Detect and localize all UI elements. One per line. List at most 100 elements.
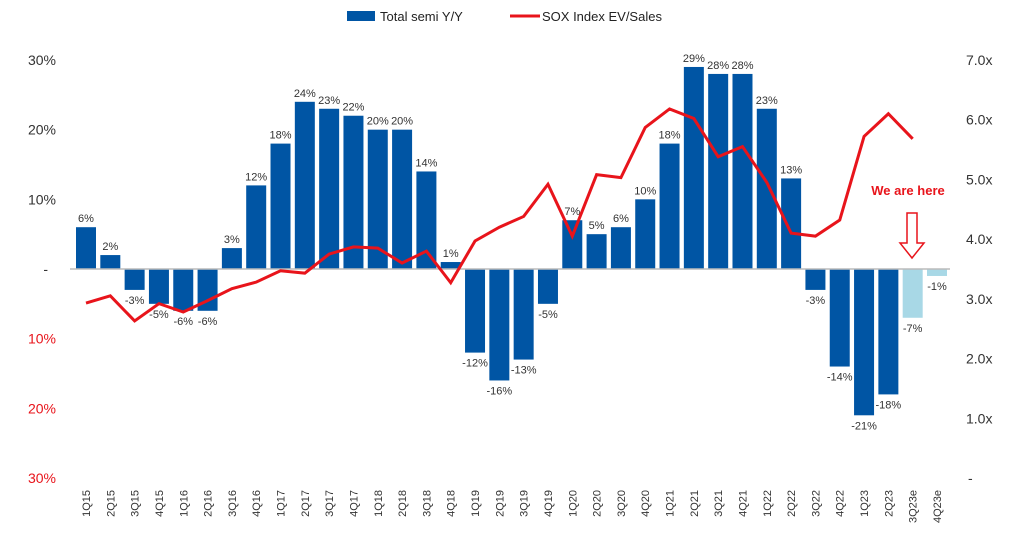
right-tick-label: 6.0x <box>966 112 992 128</box>
left-tick-label: 10% <box>28 331 56 347</box>
bar-2Q17 <box>294 101 315 269</box>
x-tick-label: 3Q17 <box>324 490 336 517</box>
data-label-1Q17: 18% <box>269 130 291 142</box>
bar-4Q18 <box>440 262 461 269</box>
x-tick-label: 4Q16 <box>251 490 263 517</box>
bar-1Q19 <box>465 269 486 353</box>
data-label-1Q18: 20% <box>367 116 389 128</box>
data-label-3Q18: 14% <box>415 157 437 169</box>
x-tick-label: 2Q18 <box>397 490 409 517</box>
x-tick-label: 3Q15 <box>130 490 142 517</box>
x-tick-label: 1Q23 <box>859 490 871 517</box>
x-tick-label: 1Q19 <box>470 490 482 517</box>
bar-4Q23e <box>927 269 947 276</box>
bar-4Q21 <box>732 73 753 269</box>
right-tick-label: 7.0x <box>966 52 992 68</box>
data-label-2Q23: -18% <box>876 399 902 411</box>
bar-3Q19 <box>513 269 534 360</box>
data-label-2Q18: 20% <box>391 116 413 128</box>
bar-4Q19 <box>537 269 558 304</box>
data-label-2Q20: 5% <box>589 220 605 232</box>
bar-3Q23e <box>902 269 923 318</box>
x-tick-label: 2Q17 <box>300 490 312 517</box>
left-tick-label: 10% <box>28 191 56 207</box>
bar-3Q20 <box>610 227 631 269</box>
data-label-4Q20: 10% <box>634 185 656 197</box>
bar-2Q15 <box>100 255 121 269</box>
right-tick-label: - <box>968 470 973 486</box>
x-tick-label: 4Q20 <box>640 490 652 517</box>
bar-2Q21 <box>683 66 704 269</box>
x-tick-label: 4Q17 <box>348 490 360 517</box>
bar-2Q20 <box>586 234 607 269</box>
line-series-sox-ev-sales <box>85 107 914 323</box>
left-tick-label: 30% <box>28 52 56 68</box>
x-tick-label: 2Q20 <box>592 490 604 517</box>
x-tick-label: 1Q17 <box>276 490 288 517</box>
data-label-1Q21: 18% <box>659 130 681 142</box>
bar-4Q22 <box>829 269 850 367</box>
data-label-1Q19: -12% <box>462 358 488 370</box>
bar-2Q23 <box>878 269 899 395</box>
data-label-4Q15: -5% <box>149 309 169 321</box>
data-label-2Q21: 29% <box>683 53 705 65</box>
legend: Total semi Y/Y SOX Index EV/Sales <box>347 9 662 24</box>
x-tick-label: 1Q22 <box>762 490 774 517</box>
data-label-4Q19: -5% <box>538 309 558 321</box>
right-tick-label: 5.0x <box>966 171 992 187</box>
bar-3Q15 <box>124 269 145 290</box>
x-tick-label: 2Q15 <box>105 490 117 517</box>
data-label-1Q16: -6% <box>173 316 193 328</box>
bar-1Q22 <box>756 108 777 270</box>
bar-2Q16 <box>197 269 218 311</box>
bar-1Q21 <box>659 143 680 269</box>
data-label-2Q15: 2% <box>102 241 118 253</box>
right-tick-label: 4.0x <box>966 231 992 247</box>
x-tick-label: 4Q15 <box>154 490 166 517</box>
bar-2Q18 <box>392 129 413 269</box>
x-tick-label: 3Q21 <box>713 490 725 517</box>
x-tick-label: 3Q20 <box>616 490 628 517</box>
right-tick-label: 2.0x <box>966 351 992 367</box>
bar-3Q22 <box>805 269 826 290</box>
data-label-3Q17: 23% <box>318 95 340 107</box>
x-tick-label: 3Q19 <box>519 490 531 517</box>
data-label-4Q16: 12% <box>245 171 267 183</box>
data-label-2Q19: -16% <box>486 385 512 397</box>
bar-1Q18 <box>367 129 388 269</box>
left-tick-label: - <box>43 261 48 277</box>
bar-1Q20 <box>562 220 583 269</box>
data-label-4Q21: 28% <box>731 60 753 72</box>
data-label-3Q22: -3% <box>806 295 826 307</box>
x-tick-label: 2Q21 <box>689 490 701 517</box>
x-tick-label: 2Q23 <box>883 490 895 517</box>
bar-3Q16 <box>221 248 242 269</box>
data-label-3Q21: 28% <box>707 60 729 72</box>
left-tick-label: 20% <box>28 400 56 416</box>
x-tick-label: 1Q20 <box>567 490 579 517</box>
legend-label-line: SOX Index EV/Sales <box>542 9 662 24</box>
bar-1Q17 <box>270 143 291 269</box>
bar-2Q22 <box>781 178 802 269</box>
bar-4Q20 <box>635 199 656 269</box>
data-label-2Q17: 24% <box>294 88 316 100</box>
data-label-4Q17: 22% <box>342 102 364 114</box>
bar-4Q16 <box>246 185 267 269</box>
data-label-2Q16: -6% <box>198 316 218 328</box>
bar-2Q19 <box>489 269 510 381</box>
x-tick-label: 3Q23e <box>908 490 920 523</box>
data-label-1Q15: 6% <box>78 213 94 225</box>
x-tick-label: 3Q22 <box>810 490 822 517</box>
x-tick-label: 1Q16 <box>178 490 190 517</box>
bar-3Q18 <box>416 171 437 269</box>
x-tick-label: 1Q15 <box>81 490 93 517</box>
legend-label-bar: Total semi Y/Y <box>380 9 463 24</box>
data-label-4Q23e: -1% <box>927 281 947 293</box>
bar-4Q15 <box>148 269 169 304</box>
x-tick-label: 4Q18 <box>446 490 458 517</box>
bar-1Q16 <box>173 269 194 311</box>
data-label-4Q22: -14% <box>827 372 853 384</box>
legend-swatch-bar <box>347 11 375 21</box>
bar-4Q17 <box>343 115 364 269</box>
